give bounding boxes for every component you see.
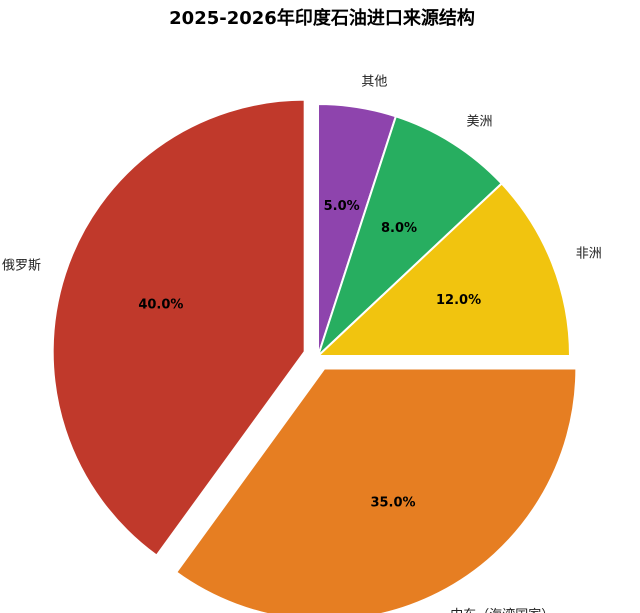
- slice-percent-label-0: 5.0%: [324, 199, 360, 214]
- pie-slice-1: [317, 115, 504, 357]
- chart-title: 2025-2026年印度石油进口来源结构: [169, 7, 475, 29]
- pie-labels: 5.0% 其他 8.0% 美洲 12.0% 非洲 35.0% 中东（海湾国家） 40.0% 俄罗斯: [2, 75, 602, 613]
- slice-percent-label-1: 8.0%: [381, 221, 417, 236]
- slice-percent-label-3: 35.0%: [370, 496, 415, 511]
- slice-percent-label-2: 12.0%: [436, 293, 481, 308]
- slice-category-label-2: 非洲: [576, 246, 602, 261]
- slice-category-label-1: 美洲: [467, 114, 493, 129]
- slice-category-label-3: 中东（海湾国家）: [450, 607, 554, 613]
- pie-slice-3: [174, 367, 578, 613]
- slice-category-label-4: 俄罗斯: [2, 259, 41, 274]
- pie-slices: [51, 98, 578, 613]
- slice-category-label-0: 其他: [361, 75, 387, 90]
- pie-slice-4: [51, 98, 306, 557]
- pie-slice-2: [315, 182, 572, 357]
- slice-percent-label-4: 40.0%: [138, 297, 183, 312]
